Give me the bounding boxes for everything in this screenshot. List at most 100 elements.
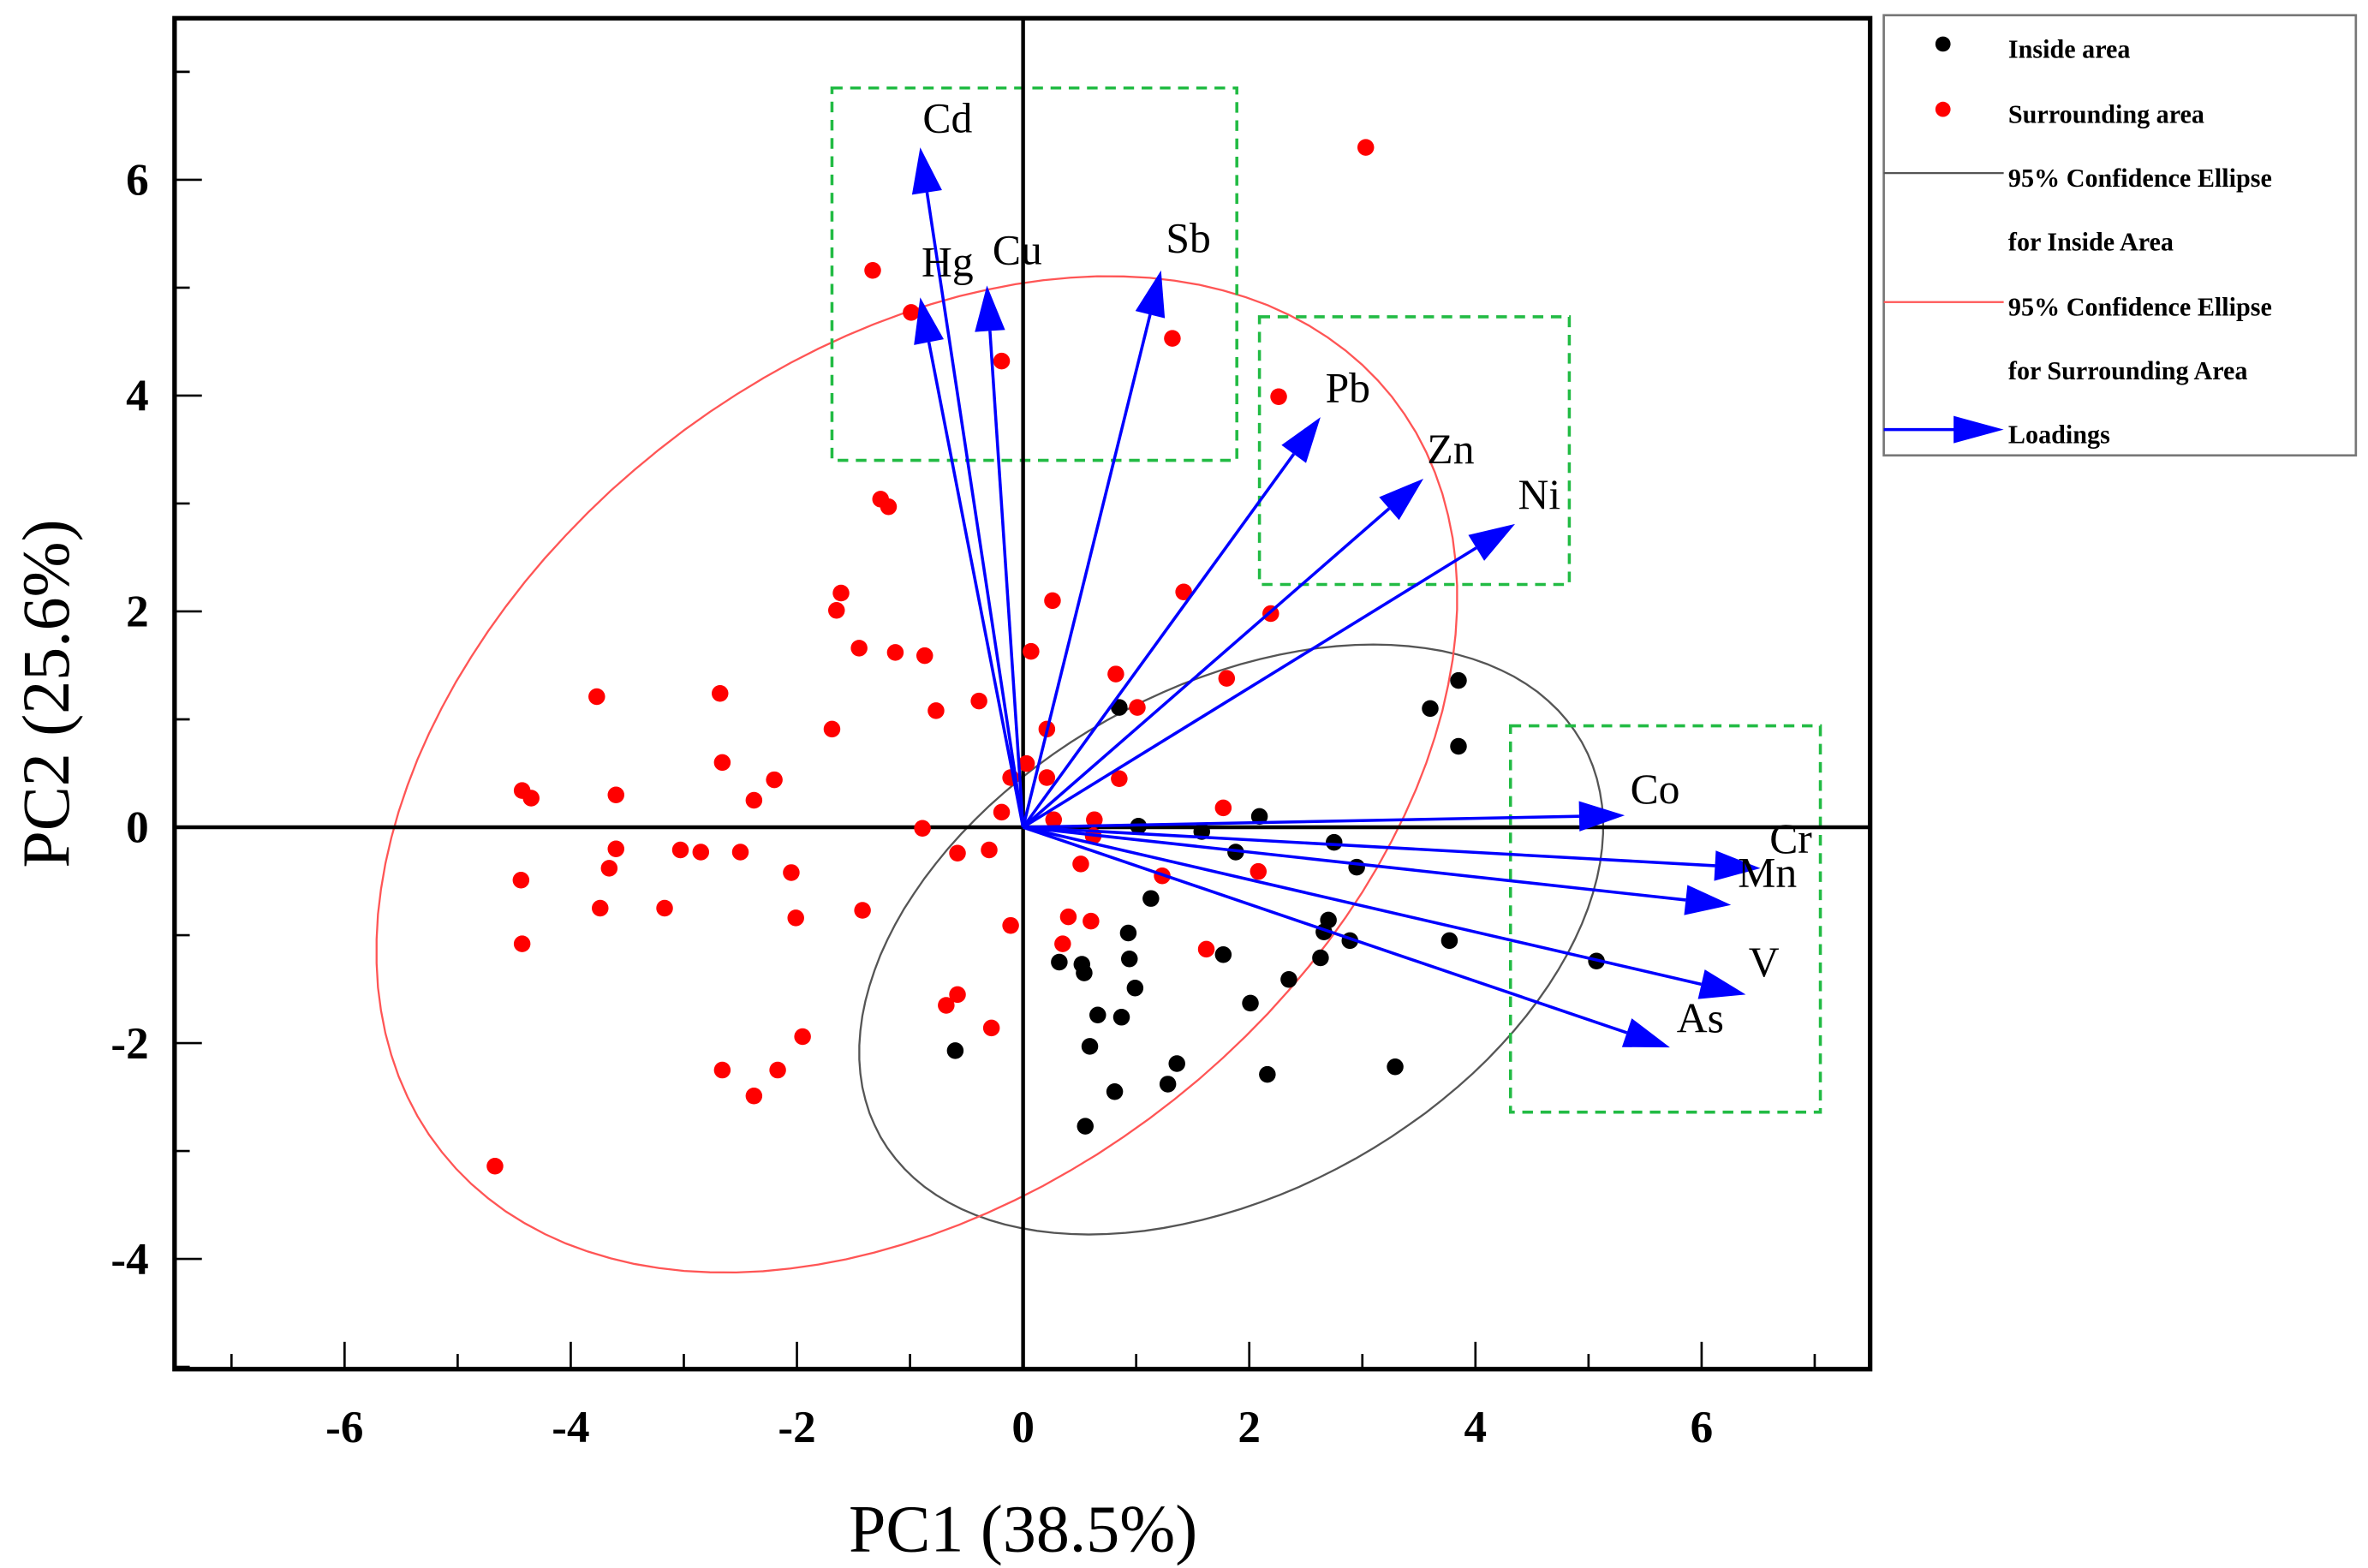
point-inside-area [1077, 1118, 1094, 1135]
point-surrounding-area [787, 909, 804, 927]
point-surrounding-area [600, 860, 618, 877]
point-surrounding-area [1270, 388, 1287, 405]
point-surrounding-area [1017, 754, 1035, 772]
point-surrounding-area [1111, 770, 1128, 788]
ellipse-inside-area [858, 643, 1605, 1236]
point-inside-area [1422, 700, 1439, 718]
legend-arrow-head-icon [1953, 415, 2004, 444]
y-axis-title: PC2 (25.6%) [9, 519, 83, 867]
loading-arrowhead-icon [1621, 1018, 1670, 1048]
point-surrounding-area [1083, 912, 1100, 930]
point-surrounding-area [1045, 811, 1063, 828]
legend-marker-inside [1935, 36, 1951, 52]
point-surrounding-area [949, 986, 966, 1004]
legend-label-inside-ellipse: 95% Confidence Ellipse [2008, 164, 2272, 193]
loading-arrow-cu [988, 331, 1025, 828]
point-surrounding-area [766, 771, 783, 789]
loading-label: Cr [1769, 815, 1812, 862]
y-tick-label: -4 [110, 1234, 148, 1285]
loading-arrowhead-icon [914, 297, 944, 345]
point-inside-area [1387, 1058, 1404, 1076]
loading-arrow-pb [1022, 453, 1296, 829]
point-surrounding-area [827, 601, 845, 619]
x-axis-title: PC1 (38.5%) [849, 1492, 1197, 1565]
point-surrounding-area [607, 840, 625, 857]
point-surrounding-area [1218, 670, 1236, 687]
point-inside-area [1126, 980, 1144, 997]
group-box [1508, 724, 1822, 1114]
loading-arrowhead-icon [911, 147, 942, 195]
point-surrounding-area [588, 688, 605, 706]
point-surrounding-area [823, 720, 841, 738]
y-tick-label: 0 [126, 802, 149, 853]
x-tick-label: -6 [325, 1402, 363, 1452]
confidence-ellipses [375, 275, 1605, 1274]
loading-arrow-cr [1023, 826, 1715, 867]
loading-arrowhead-icon [1697, 969, 1746, 999]
point-surrounding-area [1164, 330, 1181, 347]
point-surrounding-area [1107, 665, 1124, 683]
point-surrounding-area [1197, 940, 1215, 958]
point-surrounding-area [711, 685, 729, 702]
loading-label: Sb [1166, 214, 1210, 261]
point-surrounding-area [1129, 699, 1146, 716]
loading-label: Zn [1427, 426, 1474, 473]
loading-label: Cu [993, 227, 1042, 274]
loading-arrowhead-icon [975, 285, 1005, 332]
point-surrounding-area [949, 844, 966, 862]
point-surrounding-area [850, 640, 868, 657]
x-tick-label: 0 [1011, 1402, 1035, 1452]
point-inside-area [1312, 949, 1329, 967]
point-surrounding-area [886, 644, 904, 661]
point-inside-area [1280, 970, 1297, 988]
x-tick-label: 2 [1238, 1402, 1261, 1452]
point-surrounding-area [993, 352, 1011, 370]
point-surrounding-area [1072, 856, 1089, 873]
point-surrounding-area [914, 820, 931, 838]
loading-arrow-ni [1022, 546, 1477, 829]
point-surrounding-area [981, 841, 998, 859]
point-inside-area [1051, 953, 1068, 971]
point-inside-area [1326, 833, 1343, 851]
point-inside-area [1112, 1009, 1130, 1026]
point-inside-area [1159, 1076, 1177, 1093]
point-surrounding-area [903, 304, 920, 321]
loading-label: As [1677, 994, 1724, 1041]
group-box [830, 86, 1238, 462]
point-surrounding-area [1357, 139, 1375, 156]
point-surrounding-area [982, 1019, 1000, 1037]
legend-label-loadings: Loadings [2008, 420, 2110, 450]
axes [172, 15, 1873, 1372]
legend-marker-surrounding [1935, 101, 1951, 117]
point-surrounding-area [854, 902, 871, 919]
point-surrounding-area [993, 803, 1011, 821]
loading-arrowhead-icon [1281, 417, 1321, 463]
x-tick-label: -2 [778, 1402, 815, 1452]
point-surrounding-area [769, 1061, 786, 1079]
point-inside-area [1142, 890, 1160, 907]
loading-label: Pb [1326, 364, 1370, 411]
point-surrounding-area [1250, 862, 1268, 880]
point-surrounding-area [513, 935, 531, 952]
point-surrounding-area [1038, 769, 1056, 786]
point-surrounding-area [745, 1088, 763, 1105]
point-surrounding-area [1086, 811, 1103, 828]
point-surrounding-area [794, 1028, 811, 1046]
point-inside-area [1120, 951, 1138, 968]
legend-label-inside-ellipse-2: for Inside Area [2008, 227, 2174, 256]
legend: Inside area Surrounding area 95% Confide… [1882, 14, 2358, 457]
ellipse-surrounding-area [375, 275, 1458, 1274]
point-surrounding-area [938, 997, 955, 1014]
loading-label: Ni [1518, 471, 1561, 518]
loading-arrowhead-icon [1379, 478, 1424, 521]
point-surrounding-area [1175, 583, 1192, 601]
x-tick-label: 4 [1464, 1402, 1488, 1452]
legend-label-surrounding-ellipse-2: for Surrounding Area [2008, 356, 2248, 385]
loading-label: Hg [922, 238, 974, 285]
loading-arrow-co [1023, 814, 1579, 829]
point-surrounding-area [692, 844, 710, 861]
y-tick-label: 4 [126, 371, 149, 421]
y-tick-label: -2 [110, 1018, 148, 1069]
point-surrounding-area [864, 262, 881, 279]
